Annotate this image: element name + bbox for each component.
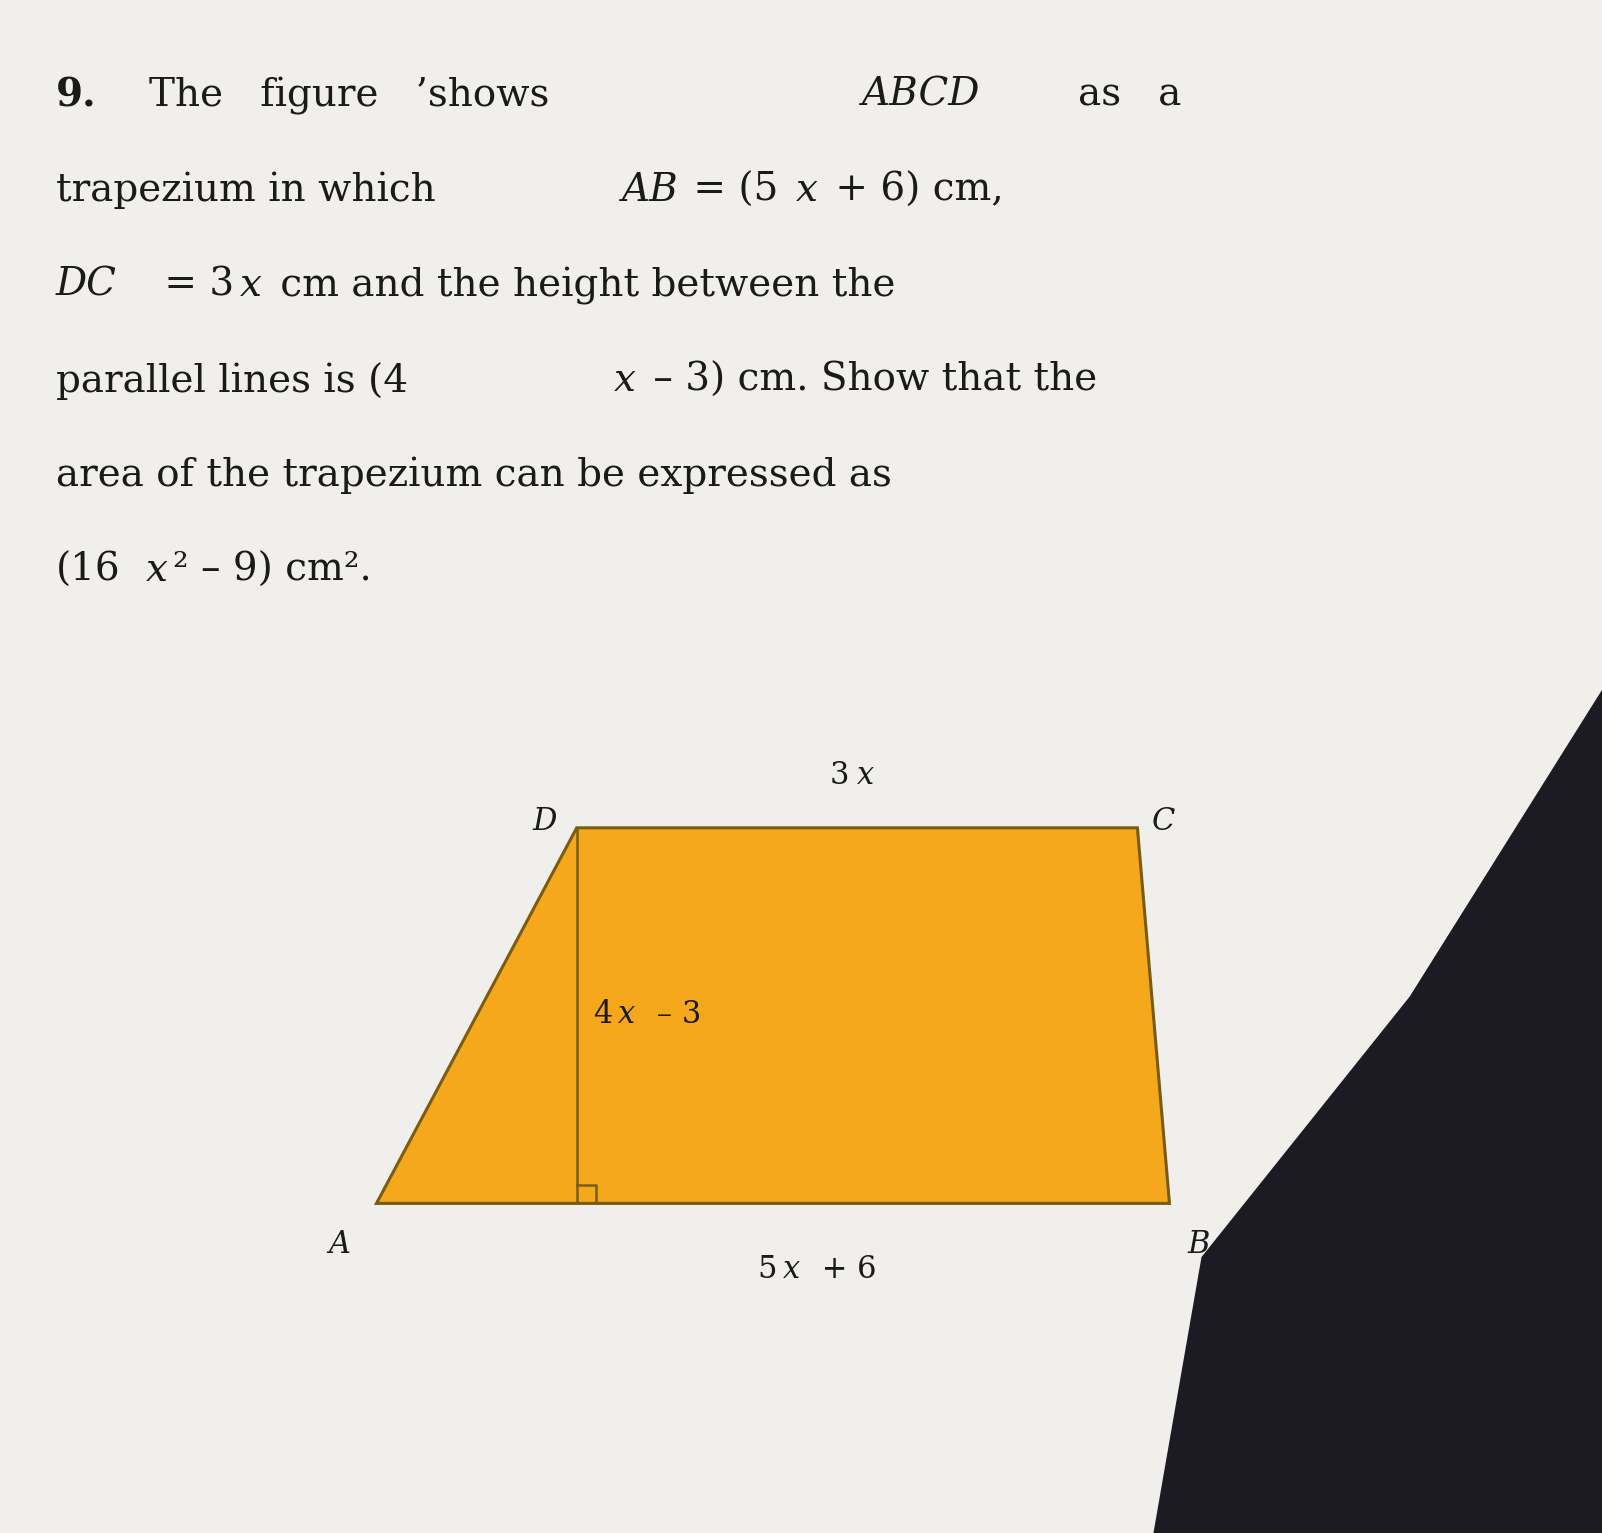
Text: trapezium in which: trapezium in which [56, 172, 460, 208]
Polygon shape [1153, 690, 1602, 1533]
Text: + 6) cm,: + 6) cm, [823, 172, 1004, 208]
Text: as   a: as a [1041, 77, 1182, 113]
Text: x: x [796, 172, 819, 208]
Text: (16: (16 [56, 552, 120, 589]
Text: The   figure   ’shows: The figure ’shows [149, 77, 586, 115]
Text: 4: 4 [593, 1000, 612, 1030]
Text: ABCD: ABCD [862, 77, 980, 113]
Text: = (5: = (5 [681, 172, 779, 208]
Text: – 3: – 3 [647, 1000, 702, 1030]
Text: x: x [618, 1000, 636, 1030]
Text: parallel lines is (4: parallel lines is (4 [56, 362, 409, 400]
Text: x: x [614, 362, 636, 399]
Text: 5: 5 [758, 1254, 777, 1285]
Text: B: B [1187, 1229, 1210, 1260]
Text: cm and the height between the: cm and the height between the [268, 267, 896, 305]
Text: x: x [783, 1254, 801, 1285]
Text: A: A [328, 1229, 351, 1260]
Text: area of the trapezium can be expressed as: area of the trapezium can be expressed a… [56, 457, 892, 494]
Text: ² – 9) cm².: ² – 9) cm². [173, 552, 372, 589]
Text: 9.: 9. [56, 77, 96, 115]
Text: + 6: + 6 [812, 1254, 876, 1285]
Text: – 3) cm. Show that the: – 3) cm. Show that the [641, 362, 1097, 399]
Text: 3: 3 [830, 760, 849, 791]
Text: AB: AB [622, 172, 678, 208]
Polygon shape [376, 828, 1169, 1203]
Text: = 3: = 3 [152, 267, 234, 304]
Text: D: D [532, 806, 557, 837]
Text: x: x [857, 760, 875, 791]
Text: x: x [146, 552, 168, 589]
Text: C: C [1152, 806, 1174, 837]
Text: x: x [240, 267, 263, 304]
Text: DC: DC [56, 267, 117, 304]
